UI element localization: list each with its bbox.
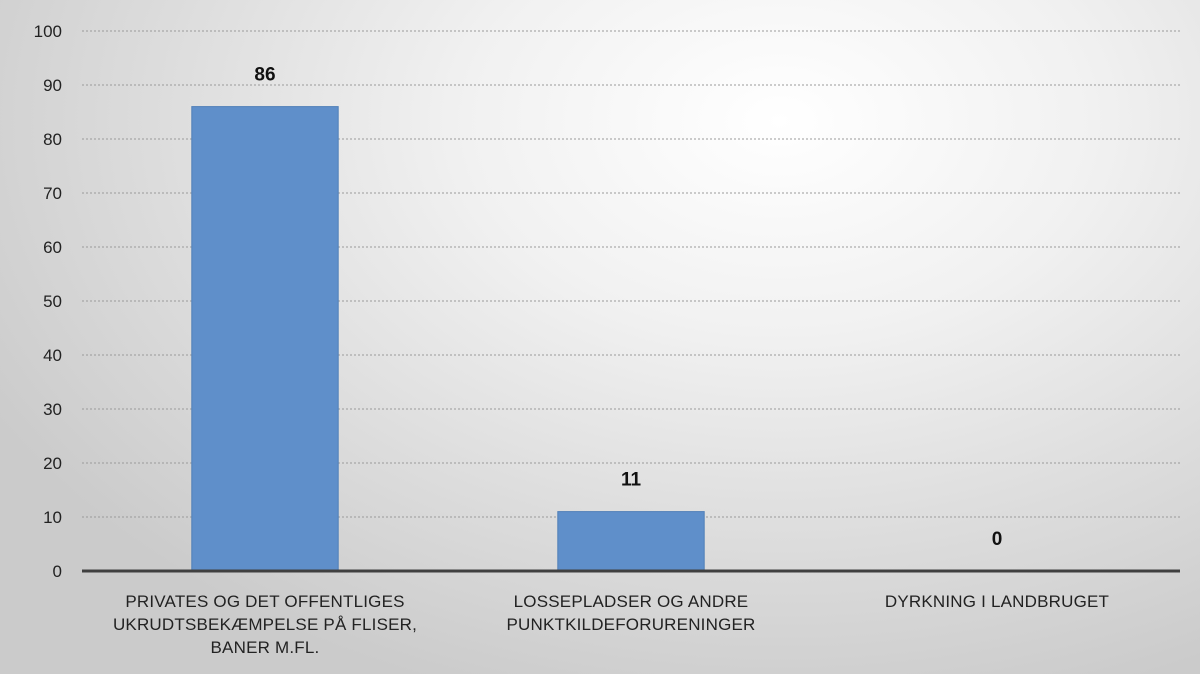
data-label-0: 86 bbox=[254, 65, 275, 86]
data-labels: 86 11 0 bbox=[254, 65, 1002, 550]
y-tick-label-50: 50 bbox=[43, 292, 62, 311]
bar-1 bbox=[557, 511, 705, 572]
y-tick-label-0: 0 bbox=[53, 562, 62, 581]
bars bbox=[191, 106, 705, 572]
x-category-label-line: PUNKTKILDEFORURENINGER bbox=[506, 615, 756, 634]
bar-0 bbox=[191, 106, 339, 572]
x-category-label-line: DYRKNING I LANDBRUGET bbox=[884, 592, 1110, 611]
data-label-2: 0 bbox=[992, 529, 1003, 550]
x-category-label-line: LOSSEPLADSER OG ANDRE bbox=[513, 592, 749, 611]
y-axis-ticks: 0 10 20 30 40 50 60 70 80 90 100 bbox=[34, 22, 62, 581]
x-category-label-line: UKRUDTSBEKÆMPELSE PÅ FLISER, bbox=[112, 615, 418, 634]
y-tick-label-80: 80 bbox=[43, 130, 62, 149]
y-tick-label-10: 10 bbox=[43, 508, 62, 527]
x-category-label-2: DYRKNING I LANDBRUGET bbox=[817, 590, 1177, 613]
x-category-label-0: PRIVATES OG DET OFFENTLIGES UKRUDTSBEKÆMP… bbox=[85, 590, 445, 659]
y-tick-label-70: 70 bbox=[43, 184, 62, 203]
x-category-label-1: LOSSEPLADSER OG ANDRE PUNKTKILDEFORURENIN… bbox=[451, 590, 811, 636]
y-tick-label-100: 100 bbox=[34, 22, 62, 41]
y-tick-label-20: 20 bbox=[43, 454, 62, 473]
y-tick-label-60: 60 bbox=[43, 238, 62, 257]
x-category-label-line: PRIVATES OG DET OFFENTLIGES bbox=[125, 592, 405, 611]
y-tick-label-30: 30 bbox=[43, 400, 62, 419]
y-tick-label-40: 40 bbox=[43, 346, 62, 365]
x-category-label-line: BANER M.FL. bbox=[210, 638, 320, 657]
y-tick-label-90: 90 bbox=[43, 76, 62, 95]
data-label-1: 11 bbox=[621, 470, 642, 491]
